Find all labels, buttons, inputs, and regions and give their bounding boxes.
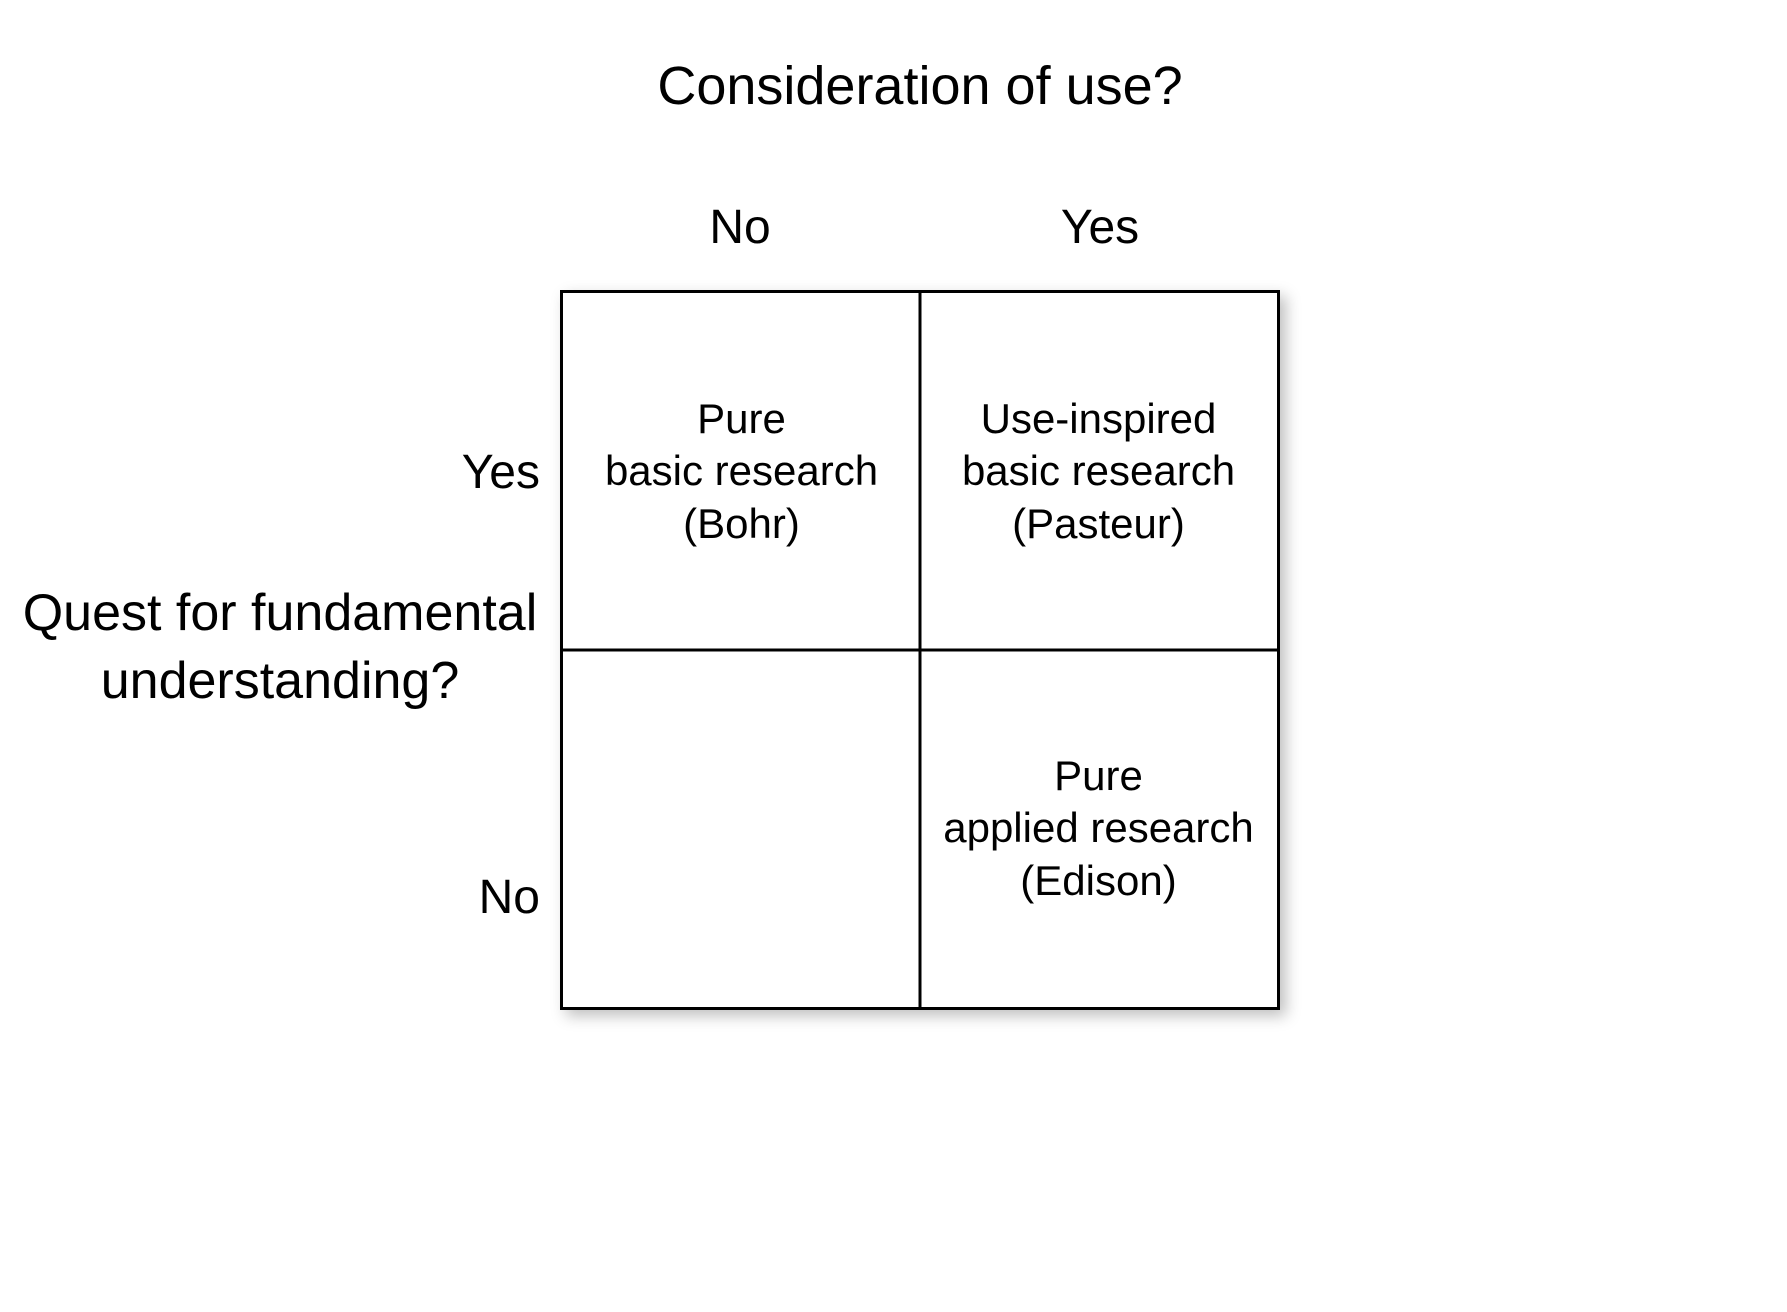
row-header-no: No [430, 870, 540, 925]
cell-pure-applied-research: Pure applied research (Edison) [920, 650, 1277, 1007]
cell-empty [563, 650, 920, 1007]
pasteurs-quadrant-diagram: Consideration of use? No Yes Quest for f… [0, 0, 1787, 1312]
column-header-yes: Yes [920, 200, 1280, 255]
top-axis-title: Consideration of use? [560, 55, 1280, 117]
column-header-no: No [560, 200, 920, 255]
cell-pure-basic-research: Pure basic research (Bohr) [563, 293, 920, 650]
left-axis-title: Quest for fundamental understanding? [20, 580, 540, 715]
cell-use-inspired-basic-research: Use-inspired basic research (Pasteur) [920, 293, 1277, 650]
quadrant-grid: Pure basic research (Bohr) Use-inspired … [560, 290, 1280, 1010]
row-header-yes: Yes [430, 445, 540, 500]
